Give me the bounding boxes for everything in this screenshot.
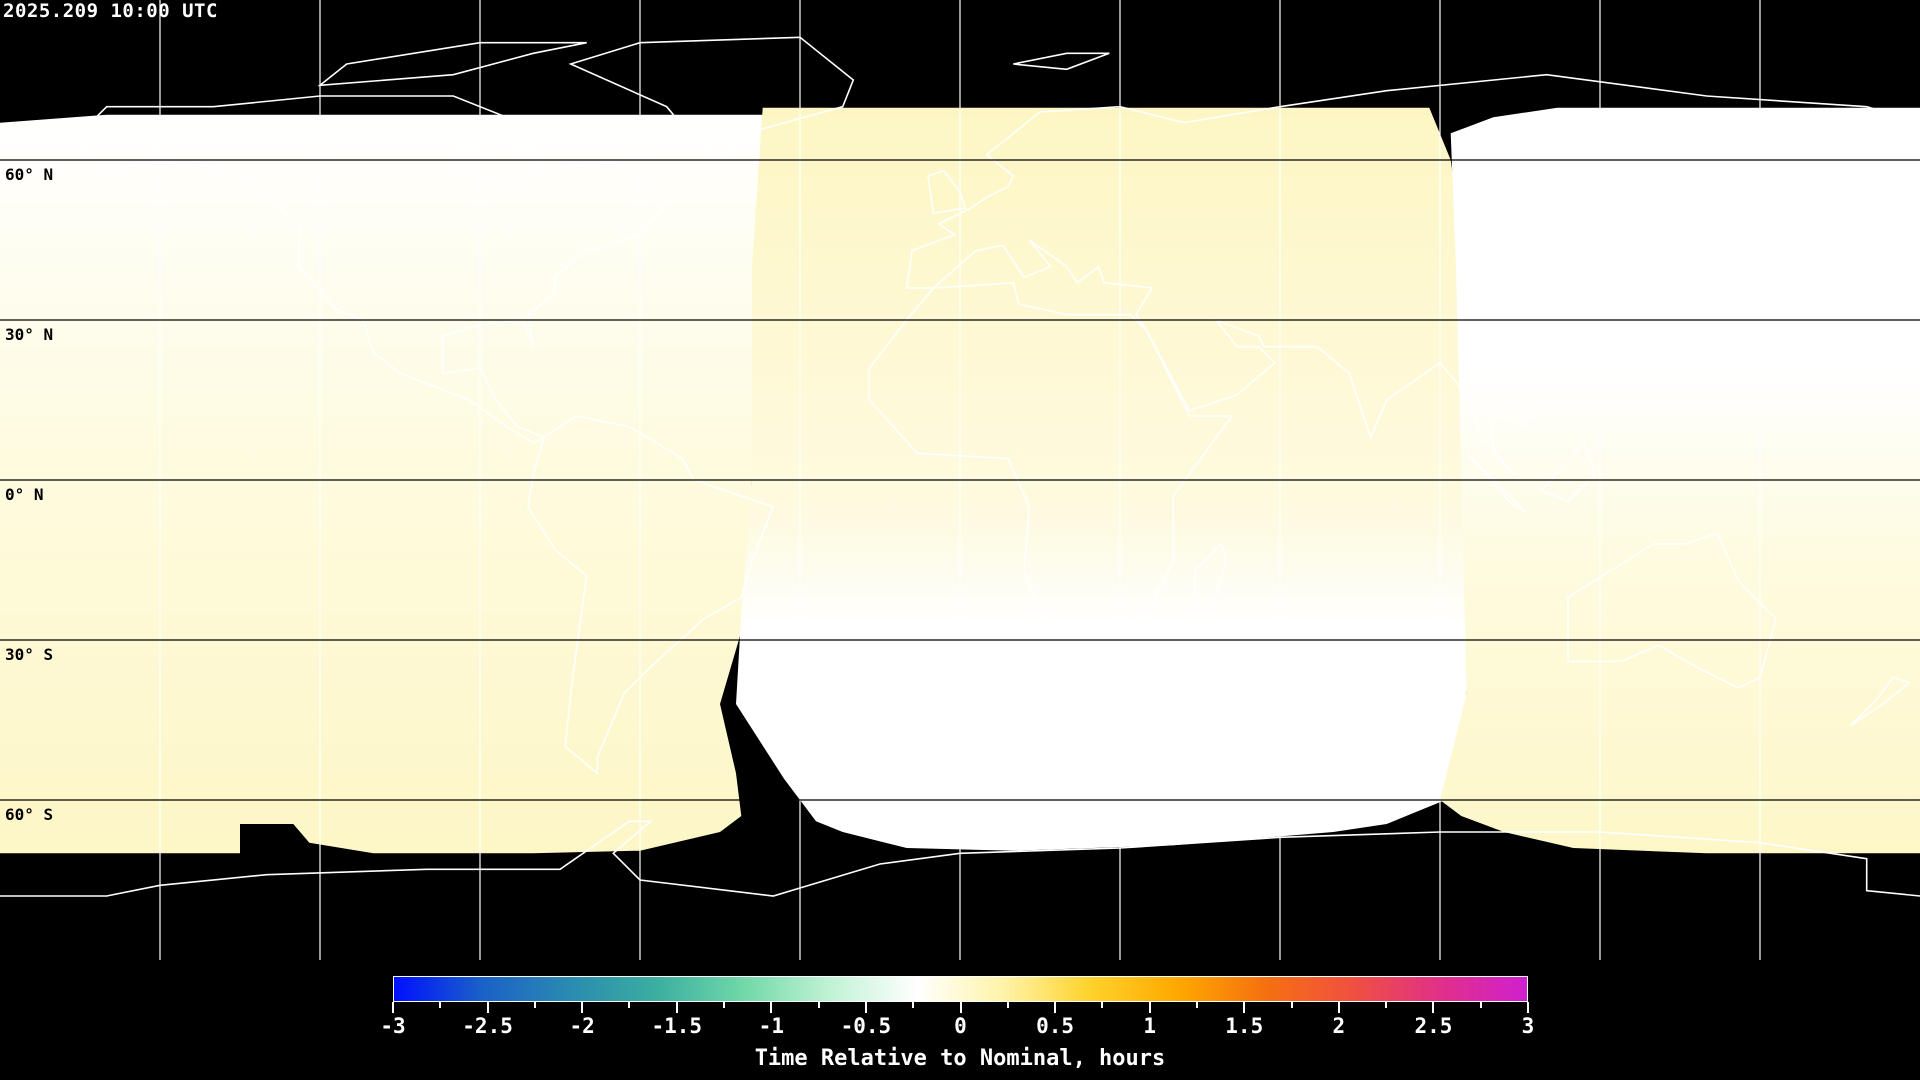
lat-label: 30° N xyxy=(5,325,54,344)
colorbar-tick xyxy=(1006,1002,1009,1008)
colorbar-tick xyxy=(1290,1002,1293,1008)
colorbar-tick-label: 1.5 xyxy=(1225,1014,1264,1038)
colorbar-tick-label: -2 xyxy=(569,1014,595,1038)
colorbar-tick xyxy=(817,1002,820,1008)
coastline-madagascar xyxy=(1193,542,1228,615)
graticule xyxy=(159,0,1761,960)
lat-label: 60° S xyxy=(5,805,54,824)
colorbar-tick xyxy=(533,1002,536,1008)
colorbar-tick xyxy=(1432,1002,1435,1013)
colorbar-label: Time Relative to Nominal, hours xyxy=(754,1046,1166,1071)
coastlines-on-black xyxy=(0,36,1920,897)
colorbar-ticks xyxy=(392,1002,1529,1022)
world-map xyxy=(0,0,1920,960)
lat-label: 0° N xyxy=(5,485,44,504)
colorbar-tick-label: -2.5 xyxy=(462,1014,513,1038)
colorbar-tick xyxy=(770,1002,773,1013)
colorbar-tick xyxy=(864,1002,867,1013)
colorbar-tick xyxy=(1479,1002,1482,1008)
colorbar-tick xyxy=(1527,1002,1529,1013)
colorbar-tick-label: -0.5 xyxy=(840,1014,892,1038)
colorbar-tick xyxy=(1337,1002,1340,1013)
colorbar-tick xyxy=(581,1002,584,1013)
colorbar-tick-label: -1 xyxy=(758,1014,784,1038)
colorbar xyxy=(393,976,1528,1002)
coastline-new-zealand xyxy=(1850,676,1911,726)
coastline-eurasia xyxy=(905,73,1920,476)
colorbar-tick xyxy=(1054,1002,1057,1013)
coastline-arctic-islands xyxy=(317,41,587,87)
coastline-australia xyxy=(1567,532,1777,689)
coastline-greenland xyxy=(568,36,855,162)
colorbar-tick xyxy=(1101,1002,1104,1008)
coastline-japan xyxy=(1652,260,1719,317)
lat-label: 60° N xyxy=(5,165,54,184)
colorbar-tick-label: -3 xyxy=(380,1014,406,1038)
colorbar-tick-label: 0.5 xyxy=(1036,1014,1075,1038)
colorbar-tick xyxy=(486,1002,489,1013)
colorbar-tick xyxy=(1148,1002,1151,1013)
coastline-sumatra xyxy=(1466,452,1526,513)
colorbar-tick-label: 3 xyxy=(1521,1014,1535,1038)
colorbar-tick xyxy=(1385,1002,1388,1008)
colorbar-tick xyxy=(392,1002,394,1013)
colorbar-tick-label: 1 xyxy=(1143,1014,1156,1038)
timestamp-title: 2025.209 10:00 UTC xyxy=(3,0,218,22)
colorbar-tick-label: -1.5 xyxy=(651,1014,703,1038)
colorbar-tick-label: 2 xyxy=(1332,1014,1346,1038)
coastline-south-america xyxy=(527,415,775,776)
coverage-west xyxy=(0,114,763,854)
colorbar-tick xyxy=(1195,1002,1198,1008)
colorbar-tick xyxy=(1243,1002,1246,1013)
colorbar-tick xyxy=(912,1002,915,1008)
colorbar-tick xyxy=(723,1002,726,1008)
coverage-center xyxy=(736,107,1472,851)
colorbar-tick xyxy=(439,1002,442,1008)
coastline-svalbard xyxy=(1013,52,1110,71)
colorbar-tick xyxy=(959,1002,962,1013)
colorbar-tick xyxy=(675,1002,678,1013)
lat-label: 30° S xyxy=(5,645,54,664)
coastline-borneo xyxy=(1539,441,1596,503)
colorbar-tick-label: 2.5 xyxy=(1414,1014,1453,1038)
coastline-north-america xyxy=(79,95,668,444)
colorbar-tick-label: 0 xyxy=(954,1014,967,1038)
colorbar-tick xyxy=(628,1002,631,1008)
